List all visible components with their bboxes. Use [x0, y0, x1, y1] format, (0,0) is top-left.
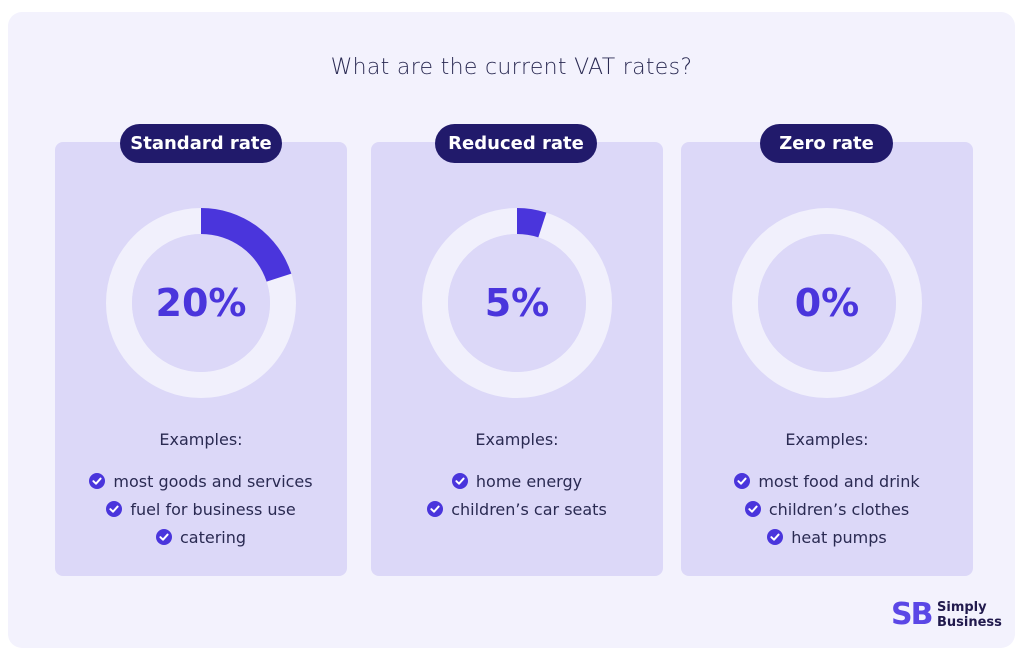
check-circle-icon — [106, 501, 123, 517]
donut-slice — [517, 208, 547, 238]
donut-value-label: 20% — [156, 281, 247, 325]
logo-text-line2: Business — [937, 615, 1002, 630]
donut-center — [448, 234, 586, 372]
donut-center — [132, 234, 270, 372]
donut-ring — [732, 208, 922, 398]
example-item-label: most goods and services — [113, 472, 313, 491]
example-item-label: children’s clothes — [768, 500, 910, 519]
examples-label: Examples: — [785, 430, 869, 449]
simply-business-logo: SB Simply Business — [891, 597, 1002, 634]
check-circle-icon — [734, 473, 751, 489]
examples-list-zero: most food and drink children’s clothes hea… — [681, 468, 973, 552]
examples-list-reduced: home energy children’s car seats — [371, 468, 663, 524]
check-circle-icon — [451, 473, 468, 489]
rate-label-reduced: Reduced rate — [435, 124, 597, 163]
examples-list-standard: most goods and services fuel for business… — [55, 468, 347, 552]
check-circle-icon — [767, 529, 784, 545]
example-item: home energy — [371, 468, 663, 496]
example-item-label: children’s car seats — [451, 500, 607, 519]
donut-center — [758, 234, 896, 372]
logo-text-line1: Simply — [937, 600, 987, 615]
example-item: most goods and services — [55, 468, 347, 496]
donut-value-label: 0% — [795, 281, 860, 325]
rate-label-zero: Zero rate — [760, 124, 893, 163]
donut-value-label: 5% — [485, 281, 550, 325]
rate-label-standard: Standard rate — [120, 124, 282, 163]
example-item: most food and drink — [681, 468, 973, 496]
donut-reduced-rate: 5% — [422, 208, 612, 398]
example-item-label: catering — [179, 528, 247, 547]
check-circle-icon — [155, 529, 172, 545]
example-item: catering — [55, 524, 347, 552]
donut-standard-rate: 20% — [106, 208, 296, 398]
example-item-label: heat pumps — [791, 528, 887, 547]
example-item: children’s clothes — [681, 496, 973, 524]
example-item-label: home energy — [475, 472, 583, 491]
example-item: fuel for business use — [55, 496, 347, 524]
example-item: children’s car seats — [371, 496, 663, 524]
example-item-label: most food and drink — [758, 472, 920, 491]
logo-text: Simply Business — [937, 600, 1002, 630]
page-title: What are the current VAT rates? — [330, 55, 693, 80]
donut-slice — [201, 208, 292, 282]
logo-mark: SB — [891, 597, 934, 632]
example-item-label: fuel for business use — [130, 500, 296, 519]
check-circle-icon — [89, 473, 106, 489]
examples-label: Examples: — [475, 430, 559, 449]
donut-zero-rate: 0% — [732, 208, 922, 398]
check-circle-icon — [427, 501, 444, 517]
example-item: heat pumps — [681, 524, 973, 552]
check-circle-icon — [744, 501, 761, 517]
examples-label: Examples: — [159, 430, 243, 449]
